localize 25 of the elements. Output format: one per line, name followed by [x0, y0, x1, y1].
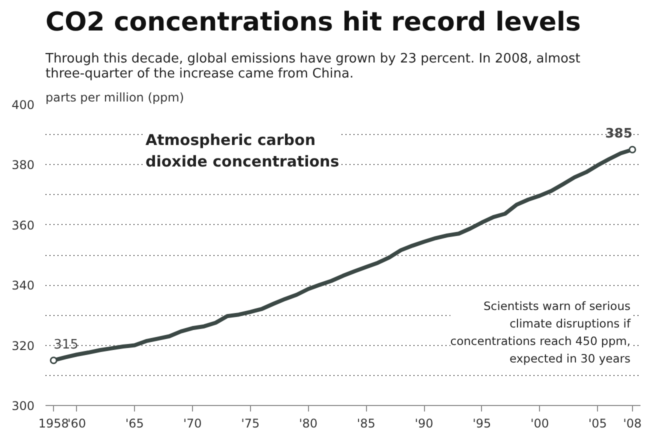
x-tick-label: '95 [472, 416, 492, 430]
y-tick-label: 300 [12, 399, 34, 413]
annotation: Atmospheric carbon dioxide concentrations [146, 130, 340, 170]
x-tick-label: '75 [241, 416, 260, 430]
x-tick-label: '90 [414, 416, 434, 430]
y-axis-title: parts per million (ppm) [46, 90, 184, 104]
x-tick-label: '65 [125, 416, 144, 430]
annotation: Scientists warn of serious climate disruptions if concentrations reach 450 ppm, expected in 30 years [450, 299, 632, 366]
y-tick-label: 340 [12, 278, 34, 293]
y-tick-label: 400 [12, 98, 34, 112]
x-tick-label: '05 [588, 416, 607, 430]
x-tick-label: '80 [298, 416, 318, 430]
x-tick-label: '60 [67, 416, 86, 430]
x-tick-label: '85 [356, 416, 376, 430]
x-tick-label: 1958 [38, 416, 69, 430]
annotation: 385 [605, 126, 632, 142]
x-tick-label: '70 [183, 416, 202, 430]
y-tick-label: 360 [12, 218, 34, 232]
chart-subtitle: Through this decade, global emissions have grown by 23 percent. In 2008, almost three-quarter of the increase came from China. [44, 52, 580, 82]
x-tick-label: '00 [530, 416, 550, 430]
x-tick-label: '08 [623, 416, 642, 430]
y-tick-label: 320 [12, 338, 34, 353]
annotation: 315 [54, 337, 78, 352]
chart-title: CO2 concentrations hit record levels [46, 8, 581, 38]
y-tick-label: 380 [12, 158, 34, 172]
